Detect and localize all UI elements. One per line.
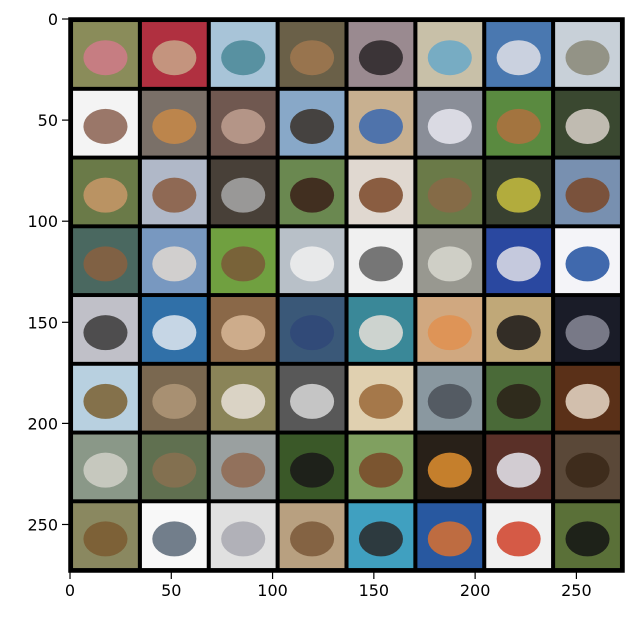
tile-subject bbox=[83, 40, 128, 76]
tile-subject bbox=[358, 452, 403, 488]
tile-subject bbox=[83, 452, 128, 488]
tile-subject bbox=[221, 452, 266, 488]
tile-subject bbox=[290, 246, 335, 282]
tile-subject bbox=[565, 452, 610, 488]
tile-subject bbox=[83, 246, 128, 282]
tile-subject bbox=[83, 383, 128, 419]
tile-subject bbox=[427, 452, 472, 488]
tile-subject bbox=[152, 521, 197, 557]
tile-subject bbox=[496, 108, 541, 144]
tile-subject bbox=[221, 521, 266, 557]
tile-subject bbox=[152, 383, 197, 419]
x-tick-label: 150 bbox=[359, 581, 390, 600]
tile-subject bbox=[152, 315, 197, 351]
tile-subject bbox=[358, 246, 403, 282]
y-tick-label: 50 bbox=[38, 111, 58, 130]
tile-subject bbox=[427, 108, 472, 144]
tile-subject bbox=[496, 246, 541, 282]
tile-subject bbox=[221, 40, 266, 76]
tile-subject bbox=[152, 177, 197, 213]
tile-subject bbox=[83, 108, 128, 144]
x-tick-label: 100 bbox=[257, 581, 288, 600]
tile-subject bbox=[427, 177, 472, 213]
tile-subject bbox=[358, 521, 403, 557]
tile-subject bbox=[152, 40, 197, 76]
tile-subject bbox=[152, 452, 197, 488]
tile-subject bbox=[221, 246, 266, 282]
tile-subject bbox=[358, 108, 403, 144]
tile-subject bbox=[565, 383, 610, 419]
y-tick-label: 150 bbox=[27, 313, 58, 332]
tile-subject bbox=[427, 383, 472, 419]
x-tick-label: 50 bbox=[161, 581, 181, 600]
tile-subject bbox=[290, 521, 335, 557]
tile-subject bbox=[83, 177, 128, 213]
tile-subject bbox=[427, 315, 472, 351]
tile-subject bbox=[290, 177, 335, 213]
tile-subject bbox=[152, 108, 197, 144]
tile-subject bbox=[496, 177, 541, 213]
tile-subject bbox=[152, 246, 197, 282]
tile-subject bbox=[496, 452, 541, 488]
tile-subject bbox=[290, 315, 335, 351]
x-tick-label: 250 bbox=[561, 581, 592, 600]
tile-subject bbox=[565, 521, 610, 557]
y-tick-label: 200 bbox=[27, 414, 58, 433]
tile-subject bbox=[565, 315, 610, 351]
tile-subject bbox=[83, 315, 128, 351]
tile-subject bbox=[427, 521, 472, 557]
y-tick-label: 100 bbox=[27, 212, 58, 231]
tile-subject bbox=[496, 40, 541, 76]
tile-subject bbox=[290, 108, 335, 144]
tile-subject bbox=[496, 315, 541, 351]
tile-subject bbox=[358, 177, 403, 213]
tile-subject bbox=[221, 383, 266, 419]
tile-subject bbox=[290, 452, 335, 488]
tile-subject bbox=[221, 108, 266, 144]
tile-subject bbox=[358, 383, 403, 419]
tile-subject bbox=[427, 40, 472, 76]
axes-frame bbox=[68, 17, 625, 573]
tile-subject bbox=[496, 521, 541, 557]
tile-subject bbox=[221, 177, 266, 213]
tile-subject bbox=[565, 40, 610, 76]
x-tick-label: 0 bbox=[65, 581, 75, 600]
tile-subject bbox=[427, 246, 472, 282]
y-tick-label: 0 bbox=[48, 10, 58, 29]
tile-subject bbox=[290, 40, 335, 76]
y-tick-label: 250 bbox=[27, 515, 58, 534]
tile-subject bbox=[290, 383, 335, 419]
tile-subject bbox=[565, 246, 610, 282]
tile-subject bbox=[221, 315, 266, 351]
tile-subject bbox=[358, 40, 403, 76]
tile-subject bbox=[565, 108, 610, 144]
tile-subject bbox=[83, 521, 128, 557]
tile-subject bbox=[565, 177, 610, 213]
x-tick-label: 200 bbox=[460, 581, 491, 600]
tile-subject bbox=[496, 383, 541, 419]
tile-subject bbox=[358, 315, 403, 351]
